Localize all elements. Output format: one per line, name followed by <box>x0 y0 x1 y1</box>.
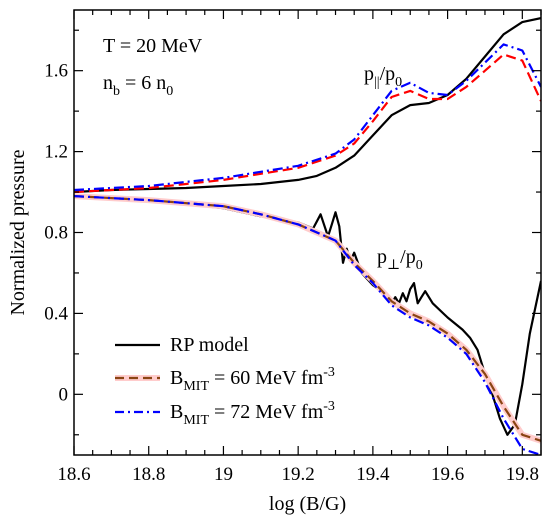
y-tick-label: 1.6 <box>44 61 68 82</box>
x-tick-label: 19.6 <box>431 464 464 485</box>
series-line-b-mit-72-mev-fm-3-perpendicular <box>74 195 541 455</box>
x-tick-label: 18.6 <box>57 464 90 485</box>
p-parallel-annotation: p||/p0 <box>364 63 402 90</box>
y-tick-label: 1.2 <box>44 142 68 163</box>
axis-ticks: 18.6 18.8 19 19.2 19.4 19.6 19.8 0 0.4 0.8 1.2 1.6 <box>44 10 542 485</box>
x-tick-label: 19.4 <box>356 464 390 485</box>
temperature-annotation: T = 20 MeV <box>103 35 203 57</box>
series-line-b-mit-60-mev-fm-3-perpendicular <box>74 195 541 442</box>
legend-label-72: BMIT = 72 MeV fm-3 <box>170 399 335 428</box>
y-tick-label: 0 <box>59 384 69 405</box>
legend-label-rp-model: RP model <box>170 334 249 356</box>
series-line-rp-model-perpendicular <box>74 195 541 436</box>
legend: RP model BMIT = 60 MeV fm-3 BMIT = 72 Me… <box>115 334 335 428</box>
x-tick-label: 18.8 <box>132 464 165 485</box>
y-tick-label: 0.4 <box>44 303 68 324</box>
density-annotation: nb = 6 n0 <box>103 72 173 99</box>
x-tick-label: 19 <box>214 464 233 485</box>
p-perpendicular-annotation: p⊥/p0 <box>377 246 423 273</box>
series-line-rp-model-parallel <box>74 17 541 194</box>
x-axis-label: log (B/G) <box>269 493 346 515</box>
series-line-b-mit-72-mev-fm-3-parallel <box>74 43 541 192</box>
x-tick-label: 19.2 <box>282 464 315 485</box>
series-line-b-mit-60-mev-fm-3-parallel <box>74 53 541 194</box>
legend-label-60: BMIT = 60 MeV fm-3 <box>170 365 335 394</box>
x-tick-label: 19.8 <box>506 464 539 485</box>
y-axis-label: Normalized pressure <box>7 149 29 315</box>
y-tick-label: 0.8 <box>44 223 68 244</box>
curves-layer <box>74 17 541 455</box>
